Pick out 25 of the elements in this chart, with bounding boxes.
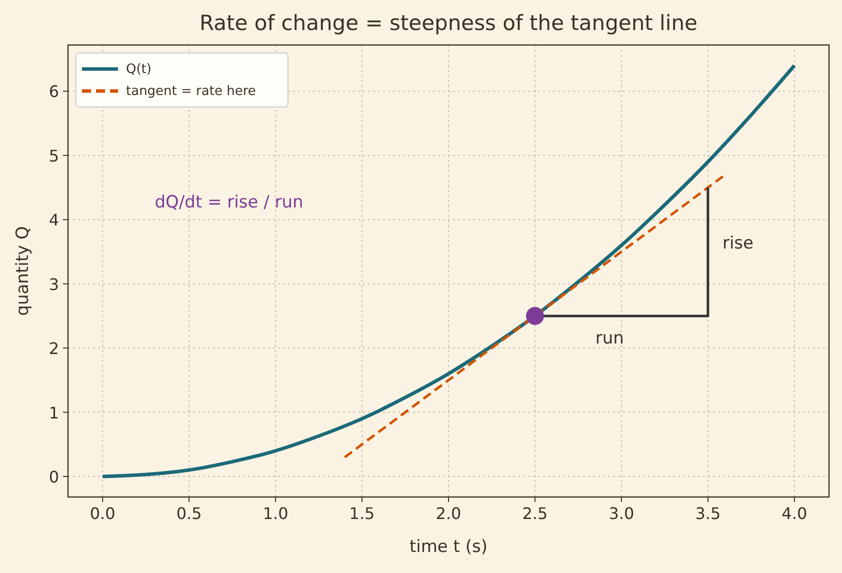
y-tick-label: 5 xyxy=(48,146,59,166)
y-tick-label: 6 xyxy=(48,82,59,102)
line-series xyxy=(100,64,796,478)
x-tick-label: 2.5 xyxy=(522,504,548,523)
x-tick-label: 4.0 xyxy=(782,504,808,523)
x-tick-label: 2.0 xyxy=(436,504,462,523)
y-axis-title: quantity Q xyxy=(13,226,33,316)
annotation: run xyxy=(595,328,624,348)
x-tick-label: 3.5 xyxy=(695,504,721,523)
y-tick-label: 2 xyxy=(48,339,59,358)
x-tick-label: 0.0 xyxy=(90,504,116,523)
y-tick-label: 0 xyxy=(48,467,59,486)
legend-label: Q(t) xyxy=(126,62,152,77)
x-axis-title: time t (s) xyxy=(409,537,488,557)
annotation: rise xyxy=(722,233,754,254)
x-tick-label: 1.0 xyxy=(262,504,288,523)
x-tick-label: 1.5 xyxy=(349,504,375,523)
x-tick-label: 0.5 xyxy=(176,504,202,523)
legend-label: tangent = rate here xyxy=(126,84,256,99)
y-tick-label: 4 xyxy=(48,210,59,230)
x-tick-label: 3.0 xyxy=(608,504,634,523)
annotation: dQ/dt = rise / run xyxy=(154,192,304,213)
chart-title: Rate of change = steepness of the tangent line xyxy=(200,11,698,35)
y-tick-label: 3 xyxy=(48,274,59,294)
y-tick-label: 1 xyxy=(48,403,59,422)
